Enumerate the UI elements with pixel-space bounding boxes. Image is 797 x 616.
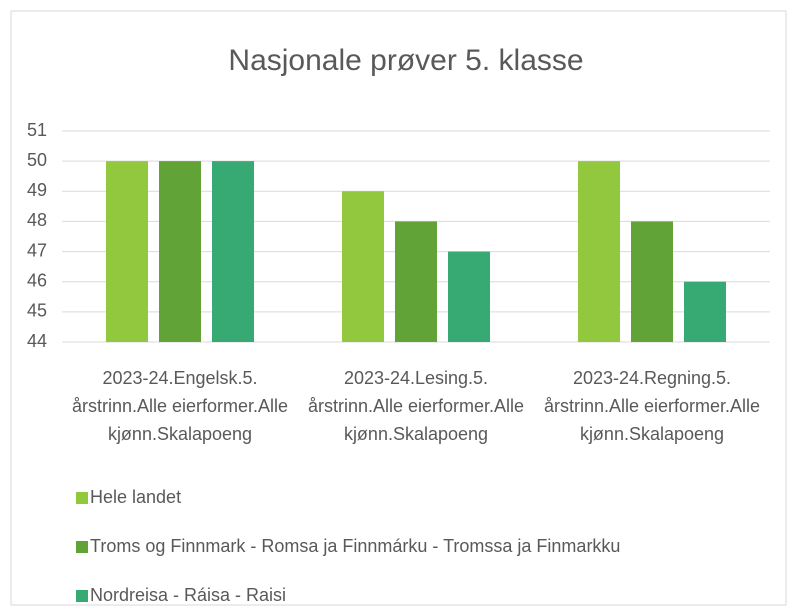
bar: [684, 281, 726, 342]
legend-label: Nordreisa - Ráisa - Raisi: [90, 585, 286, 605]
x-tick-label: 2023-24.Lesing.5. årstrinn.Alle eierform…: [307, 368, 525, 444]
x-tick-label: 2023-24.Regning.5. årstrinn.Alle eierfor…: [543, 368, 761, 444]
y-tick-label: 46: [27, 270, 47, 290]
bar: [212, 161, 254, 342]
y-tick-label: 44: [27, 331, 47, 351]
y-tick-label: 51: [27, 120, 47, 140]
bar: [631, 221, 673, 342]
bar: [342, 191, 384, 342]
x-tick-label: 2023-24.Engelsk.5. årstrinn.Alle eierfor…: [71, 368, 289, 444]
y-tick-label: 50: [27, 150, 47, 170]
bar: [395, 221, 437, 342]
legend-label: Hele landet: [90, 487, 181, 507]
y-tick-label: 45: [27, 301, 47, 321]
legend-label: Troms og Finnmark - Romsa ja Finnmárku -…: [90, 536, 620, 556]
chart-title: Nasjonale prøver 5. klasse: [228, 44, 583, 77]
y-tick-label: 48: [27, 210, 47, 230]
legend-swatch: [76, 492, 88, 504]
bar: [159, 161, 201, 342]
y-tick-label: 49: [27, 180, 47, 200]
bar: [106, 161, 148, 342]
y-tick-label: 47: [27, 240, 47, 260]
bar: [578, 161, 620, 342]
legend-swatch: [76, 541, 88, 553]
bar: [448, 251, 490, 342]
legend-swatch: [76, 590, 88, 602]
